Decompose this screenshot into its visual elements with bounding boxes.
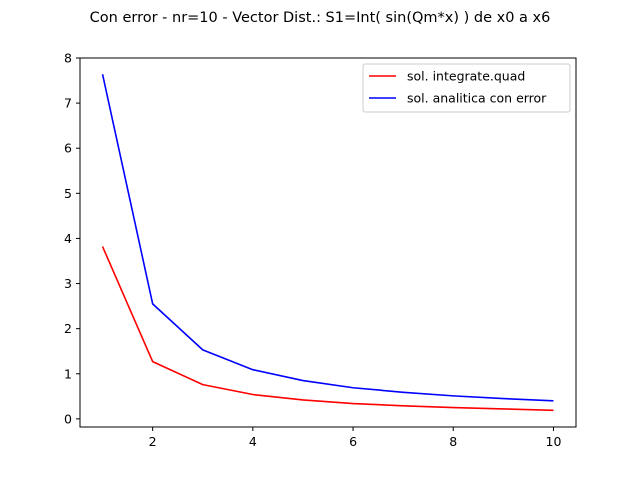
legend: sol. integrate.quad sol. analitica con er… <box>362 63 571 113</box>
x-tick-label: 6 <box>349 434 357 449</box>
legend-label: sol. integrate.quad <box>407 69 525 84</box>
axes-frame <box>79 57 577 428</box>
y-tick-label: 3 <box>64 276 72 291</box>
y-tick-label: 0 <box>64 411 72 426</box>
y-tick-label: 4 <box>64 231 72 246</box>
y-tick-label: 6 <box>64 141 72 156</box>
series-line-analitica-con-error <box>101 74 554 402</box>
y-tick-label: 8 <box>64 51 72 66</box>
x-tick-label: 8 <box>449 434 457 449</box>
y-tick-label: 1 <box>64 366 72 381</box>
axis-ticks: 2 4 6 8 10 0 1 2 3 4 5 6 7 8 <box>64 51 561 450</box>
series-line-integrate-quad <box>101 246 554 412</box>
y-tick-label: 5 <box>64 186 72 201</box>
x-tick-label: 4 <box>249 434 257 449</box>
y-tick-label: 7 <box>64 96 72 111</box>
x-tick-label: 10 <box>546 434 562 449</box>
x-tick-label: 2 <box>149 434 157 449</box>
plot-lines <box>101 74 554 412</box>
legend-label: sol. analitica con error <box>407 91 547 106</box>
legend-box <box>362 63 571 113</box>
y-tick-label: 2 <box>64 321 72 336</box>
chart-title: Con error - nr=10 - Vector Dist.: S1=Int… <box>90 10 551 26</box>
